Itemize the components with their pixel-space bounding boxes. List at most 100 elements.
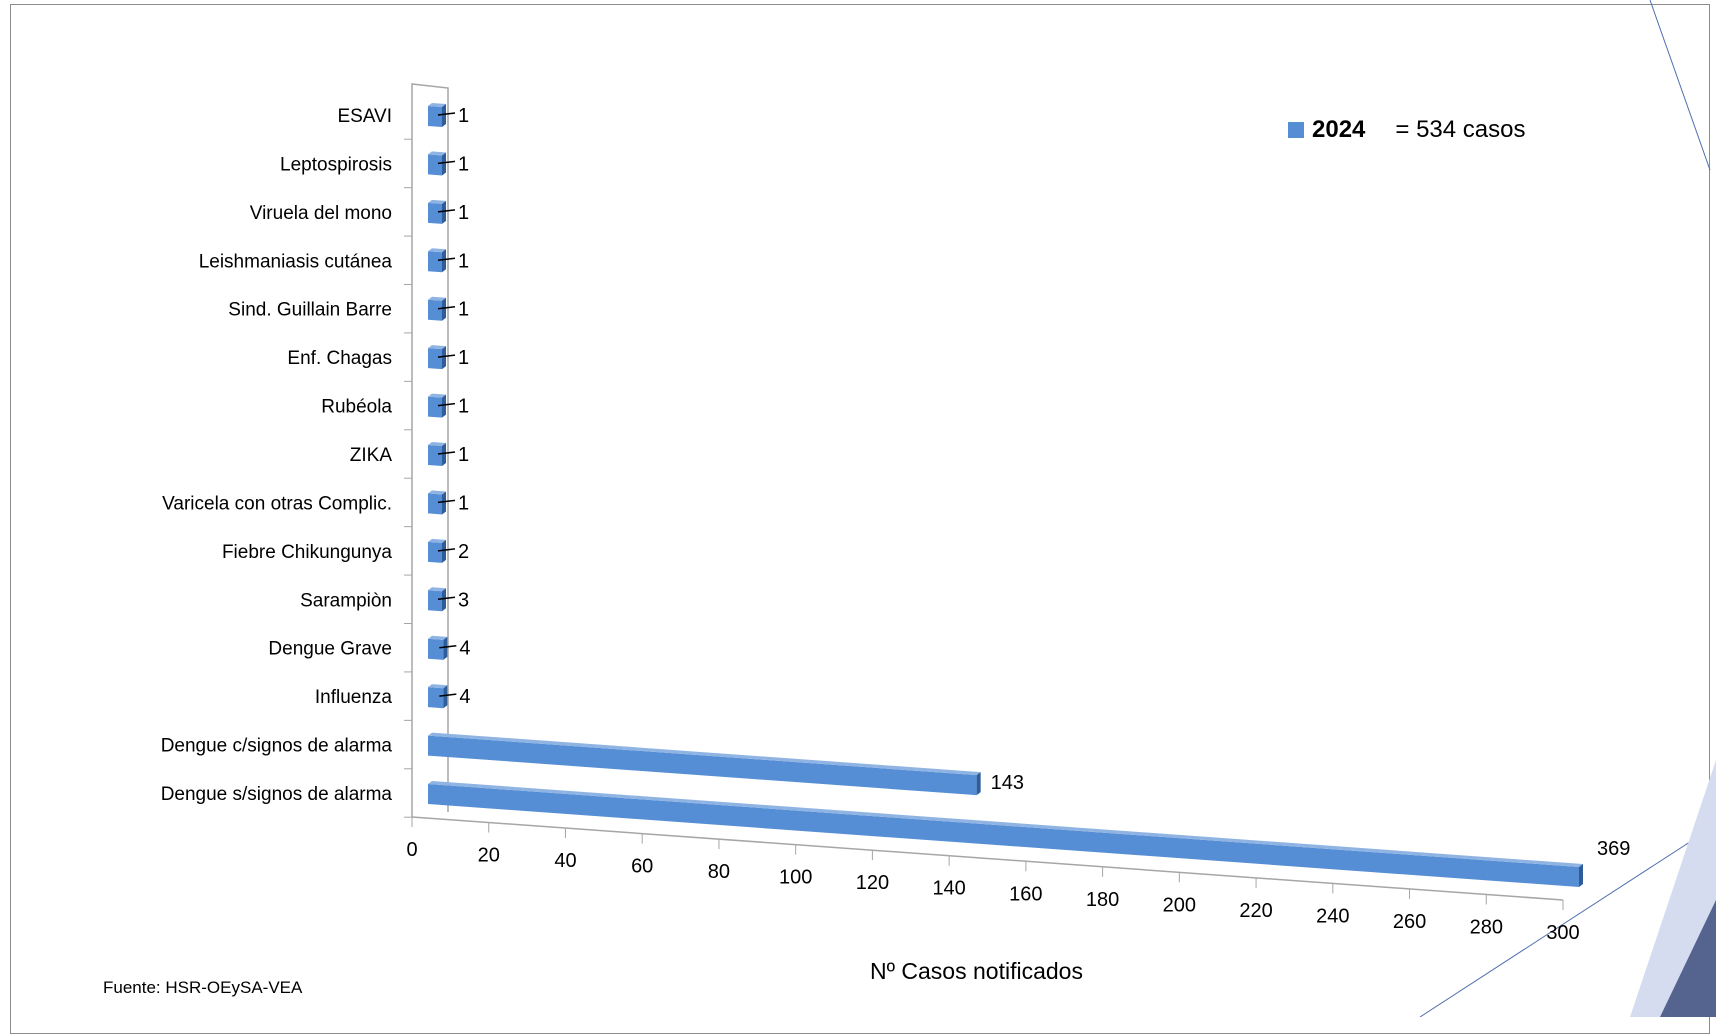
bar-face [428, 348, 442, 370]
category-label: Dengue c/signos de alarma [161, 736, 393, 757]
bar-end [443, 685, 448, 709]
bar-end [442, 443, 446, 467]
data-label: 1 [458, 396, 469, 418]
bar-end [442, 152, 446, 176]
x-tick-label: 0 [406, 839, 417, 861]
bar-end [442, 104, 446, 128]
x-tick-label: 120 [856, 872, 889, 894]
bar-face [428, 493, 442, 515]
leader-line [437, 257, 456, 262]
data-label: 1 [458, 202, 469, 224]
leader-line [437, 402, 456, 407]
bar-top [428, 490, 446, 495]
data-label: 1 [458, 250, 469, 272]
data-label: 369 [1597, 838, 1630, 860]
bar-end [442, 297, 446, 321]
bar-top [428, 684, 448, 689]
bar-face [428, 251, 442, 273]
x-tick-label: 60 [631, 856, 653, 878]
bar-face [428, 687, 444, 709]
bar-end [442, 491, 446, 515]
leader-line [439, 644, 457, 649]
data-label: 1 [458, 105, 469, 127]
bar-end [976, 772, 981, 796]
legend-total-text: = 534 casos [1395, 116, 1526, 143]
bar-end [442, 539, 446, 563]
data-label: 1 [458, 492, 469, 514]
bar-top [428, 248, 446, 253]
corner-line-bottom [1419, 824, 1716, 1017]
category-label: Dengue s/signos de alarma [161, 784, 393, 805]
bar [428, 538, 446, 563]
leader-line [437, 499, 456, 504]
bar-face [428, 590, 442, 612]
chart-labels: ESAVI 1 Leptospirosis 1 Viruela del mono 1 Lei… [161, 105, 1631, 944]
bar-end [442, 394, 446, 418]
bar-top [428, 296, 446, 301]
x-tick-label: 100 [779, 867, 812, 889]
bar-end [442, 249, 446, 273]
bar [428, 151, 446, 176]
category-label: ESAVI [337, 106, 392, 127]
bar-end [442, 588, 446, 612]
bar-face [428, 106, 442, 128]
category-label: Rubéola [321, 397, 392, 418]
bar-top [428, 442, 446, 447]
category-label: Sarampiòn [300, 590, 392, 611]
bar-face [428, 154, 442, 176]
category-label: Varicela con otras Complic. [162, 493, 392, 514]
x-axis-line [411, 816, 1564, 901]
bar [428, 781, 1583, 887]
bar [428, 442, 446, 467]
x-tick-label: 140 [932, 878, 965, 900]
bar [428, 587, 446, 612]
bar [428, 248, 446, 273]
bar-top [428, 538, 446, 543]
category-label: Fiebre Chikungunya [222, 542, 392, 563]
data-label: 1 [458, 347, 469, 369]
x-tick-label: 160 [1009, 883, 1042, 905]
leader-line [437, 112, 456, 116]
bar [428, 732, 981, 796]
data-label: 2 [458, 541, 469, 563]
bar [428, 199, 446, 224]
data-label: 4 [459, 638, 470, 660]
data-label: 4 [459, 686, 470, 708]
corner-triangle-dark [1660, 900, 1716, 1017]
bar-top [428, 393, 446, 398]
data-label: 3 [458, 589, 469, 611]
leader-line [439, 693, 457, 697]
bar-top [428, 345, 446, 350]
bar [428, 345, 446, 370]
category-label: Leptospirosis [280, 154, 392, 175]
category-label: Sind. Guillain Barre [228, 300, 392, 321]
source-note: Fuente: HSR-OEySA-VEA [103, 978, 303, 997]
x-tick-label: 280 [1470, 916, 1503, 938]
bar-face [428, 784, 1579, 887]
bar-face [428, 202, 442, 224]
bar [428, 296, 446, 321]
category-label: Viruela del mono [250, 203, 392, 224]
x-tick-label: 80 [708, 861, 730, 883]
x-tick-label: 200 [1163, 894, 1196, 916]
x-tick-label: 40 [554, 850, 576, 872]
x-tick-label: 180 [1086, 889, 1119, 911]
leader-line [437, 305, 456, 310]
bar-top [428, 732, 981, 776]
category-label: Leishmaniasis cutánea [199, 251, 393, 272]
category-label: ZIKA [350, 445, 393, 466]
legend: 2024 = 534 casos [1288, 116, 1525, 144]
bar-series-2024 [428, 103, 1583, 887]
bar-top [428, 199, 446, 204]
data-label: 143 [991, 772, 1024, 794]
x-tick-label: 260 [1393, 911, 1426, 933]
bar-top [428, 587, 446, 592]
leader-line [437, 354, 456, 358]
leader-line [437, 160, 456, 165]
legend-swatch [1288, 122, 1304, 138]
category-label: Enf. Chagas [287, 348, 392, 369]
bar [428, 103, 446, 128]
x-tick-label: 240 [1316, 905, 1349, 927]
bar-face [428, 396, 442, 418]
leader-line [437, 596, 456, 601]
